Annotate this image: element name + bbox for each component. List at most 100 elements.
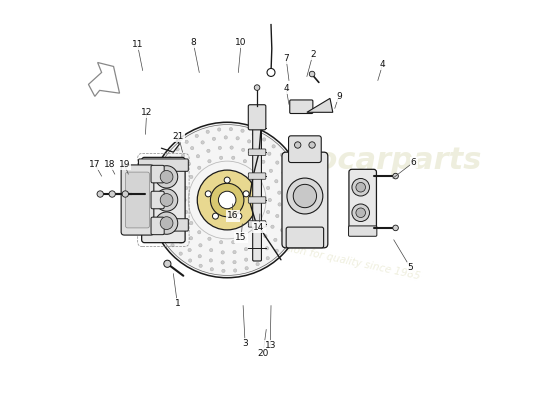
- Circle shape: [109, 191, 116, 197]
- Circle shape: [198, 254, 201, 258]
- Text: 3: 3: [242, 339, 248, 348]
- Circle shape: [177, 217, 180, 220]
- Circle shape: [155, 189, 158, 192]
- Text: 16: 16: [227, 212, 239, 220]
- Circle shape: [278, 203, 281, 206]
- FancyBboxPatch shape: [151, 165, 164, 183]
- Circle shape: [295, 142, 301, 148]
- Circle shape: [182, 154, 185, 157]
- Circle shape: [212, 213, 218, 219]
- Circle shape: [232, 240, 235, 244]
- Circle shape: [197, 230, 201, 234]
- Circle shape: [156, 212, 159, 216]
- Circle shape: [243, 160, 246, 163]
- Circle shape: [296, 196, 300, 200]
- Circle shape: [221, 261, 224, 264]
- Circle shape: [206, 130, 210, 134]
- Circle shape: [268, 198, 272, 202]
- Circle shape: [185, 186, 188, 190]
- Circle shape: [160, 217, 173, 230]
- Circle shape: [243, 237, 246, 240]
- Circle shape: [160, 170, 173, 183]
- Circle shape: [286, 182, 289, 186]
- Text: 12: 12: [141, 108, 152, 117]
- Circle shape: [218, 191, 236, 209]
- Circle shape: [229, 128, 233, 131]
- Circle shape: [236, 137, 239, 140]
- Circle shape: [262, 138, 266, 141]
- Circle shape: [199, 244, 202, 247]
- Circle shape: [211, 183, 244, 217]
- Circle shape: [168, 156, 172, 160]
- Circle shape: [288, 206, 291, 209]
- Circle shape: [212, 137, 216, 140]
- Circle shape: [276, 161, 279, 164]
- Circle shape: [168, 174, 172, 177]
- Circle shape: [164, 234, 168, 237]
- FancyBboxPatch shape: [286, 227, 323, 248]
- Text: 8: 8: [190, 38, 196, 47]
- Circle shape: [218, 146, 222, 150]
- Circle shape: [122, 191, 129, 197]
- Text: 5: 5: [408, 263, 414, 272]
- Circle shape: [210, 268, 213, 271]
- FancyBboxPatch shape: [248, 221, 266, 227]
- Circle shape: [233, 250, 236, 254]
- Circle shape: [190, 175, 193, 179]
- Circle shape: [162, 166, 166, 170]
- Circle shape: [190, 221, 193, 225]
- Circle shape: [175, 182, 179, 186]
- Circle shape: [219, 156, 223, 160]
- Circle shape: [209, 259, 212, 262]
- Circle shape: [156, 212, 178, 234]
- Polygon shape: [307, 98, 333, 112]
- Circle shape: [265, 247, 268, 250]
- Circle shape: [280, 228, 284, 232]
- Circle shape: [287, 178, 323, 214]
- Circle shape: [252, 153, 256, 156]
- FancyBboxPatch shape: [248, 105, 266, 130]
- FancyBboxPatch shape: [248, 149, 266, 155]
- Circle shape: [199, 264, 202, 268]
- Circle shape: [97, 191, 103, 197]
- Circle shape: [268, 152, 271, 156]
- Circle shape: [230, 146, 233, 149]
- Circle shape: [183, 198, 186, 202]
- Circle shape: [158, 177, 161, 181]
- Circle shape: [205, 191, 211, 197]
- FancyBboxPatch shape: [121, 165, 154, 235]
- Circle shape: [236, 213, 242, 219]
- Circle shape: [280, 153, 283, 156]
- Circle shape: [272, 145, 276, 148]
- Circle shape: [285, 218, 288, 221]
- Circle shape: [356, 208, 366, 218]
- Circle shape: [262, 160, 265, 164]
- Text: 19: 19: [119, 160, 130, 169]
- Circle shape: [164, 185, 168, 188]
- Circle shape: [160, 194, 173, 206]
- Circle shape: [189, 259, 192, 262]
- Circle shape: [241, 148, 245, 152]
- Circle shape: [261, 175, 265, 179]
- Circle shape: [156, 166, 178, 188]
- Circle shape: [232, 156, 235, 160]
- FancyBboxPatch shape: [151, 191, 164, 209]
- Circle shape: [266, 210, 270, 214]
- Circle shape: [309, 71, 315, 77]
- FancyBboxPatch shape: [252, 119, 261, 261]
- Circle shape: [243, 191, 249, 197]
- Circle shape: [241, 129, 244, 132]
- Text: 21: 21: [173, 132, 184, 141]
- Text: a passion for quality since 1985: a passion for quality since 1985: [257, 238, 421, 282]
- Circle shape: [256, 262, 259, 266]
- Circle shape: [276, 214, 279, 218]
- Text: 9: 9: [336, 92, 342, 101]
- Circle shape: [224, 177, 230, 183]
- Circle shape: [289, 230, 292, 234]
- Circle shape: [255, 242, 258, 246]
- Circle shape: [217, 128, 221, 131]
- Circle shape: [185, 210, 188, 214]
- Circle shape: [207, 149, 210, 152]
- Circle shape: [224, 136, 228, 139]
- FancyBboxPatch shape: [139, 159, 188, 171]
